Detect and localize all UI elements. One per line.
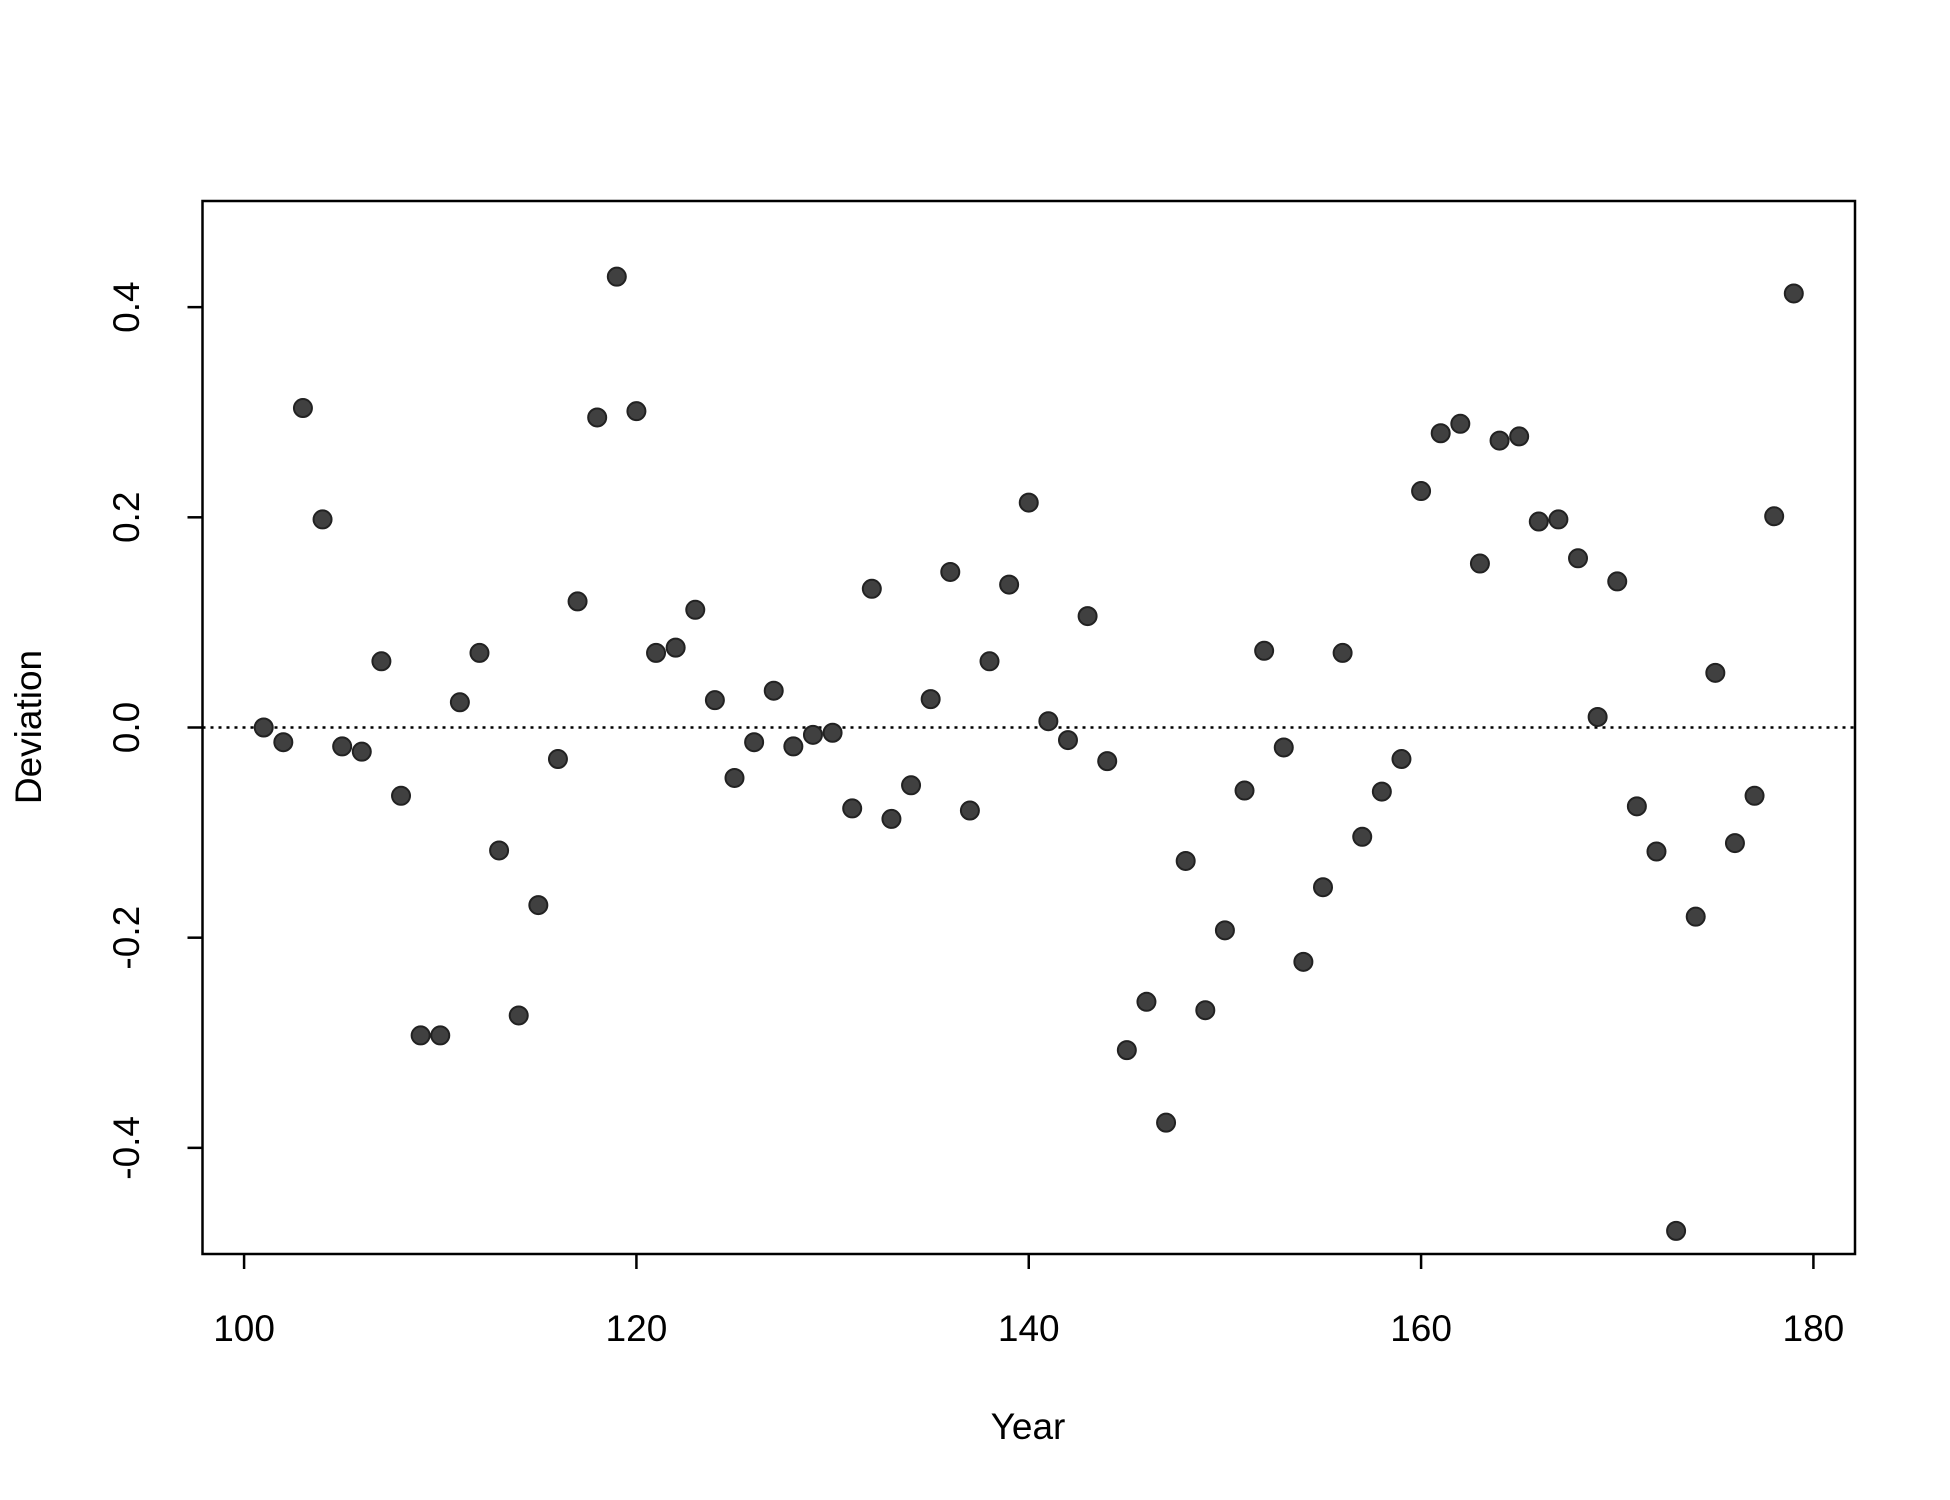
x-tick-label: 180	[1783, 1308, 1845, 1349]
point	[489, 840, 510, 861]
point	[351, 741, 372, 762]
point	[1705, 662, 1726, 683]
point	[1312, 877, 1333, 898]
point	[1646, 841, 1667, 862]
point	[1430, 423, 1451, 444]
x-axis-label: Year	[991, 1406, 1066, 1447]
point	[979, 651, 1000, 672]
point	[1587, 706, 1608, 727]
point	[1038, 711, 1059, 732]
point	[1116, 1040, 1137, 1061]
point	[1411, 481, 1432, 502]
point	[1548, 509, 1569, 530]
point	[528, 895, 549, 916]
point	[391, 785, 412, 806]
x-tick-label: 120	[606, 1308, 668, 1349]
point	[292, 398, 313, 419]
point	[920, 689, 941, 710]
y-tick-label: 0.2	[106, 492, 147, 543]
x-tick-label: 140	[998, 1308, 1060, 1349]
point	[665, 637, 686, 658]
point	[312, 509, 333, 530]
point	[508, 1005, 529, 1026]
point	[1450, 413, 1471, 434]
point	[1293, 951, 1314, 972]
point	[1077, 606, 1098, 627]
point	[724, 767, 745, 788]
point	[822, 722, 843, 743]
point	[1175, 850, 1196, 871]
point	[606, 266, 627, 287]
point	[449, 692, 470, 713]
point	[744, 732, 765, 753]
point	[1273, 737, 1294, 758]
point	[901, 775, 922, 796]
point	[1509, 426, 1530, 447]
y-axis-label: Deviation	[8, 650, 49, 804]
point	[1254, 640, 1275, 661]
point	[253, 717, 274, 738]
y-tick-label: -0.2	[106, 906, 147, 970]
point	[371, 651, 392, 672]
point	[1744, 785, 1765, 806]
point	[1136, 991, 1157, 1012]
point	[410, 1025, 431, 1046]
point	[763, 680, 784, 701]
point	[1371, 781, 1392, 802]
point	[626, 401, 647, 422]
point	[1156, 1112, 1177, 1133]
point	[940, 561, 961, 582]
point	[1057, 730, 1078, 751]
point	[704, 690, 725, 711]
point	[802, 724, 823, 745]
point	[430, 1025, 451, 1046]
point	[646, 642, 667, 663]
y-tick-label: 0.4	[106, 281, 147, 332]
point	[1528, 511, 1549, 532]
point	[1097, 751, 1118, 772]
point	[1685, 906, 1706, 927]
point	[1234, 780, 1255, 801]
point	[881, 808, 902, 829]
point	[783, 736, 804, 757]
point	[1391, 749, 1412, 770]
point	[469, 642, 490, 663]
point	[1626, 796, 1647, 817]
point	[842, 798, 863, 819]
point	[1469, 553, 1490, 574]
x-tick-label: 100	[213, 1308, 275, 1349]
point	[861, 578, 882, 599]
point	[587, 407, 608, 428]
point	[1332, 642, 1353, 663]
point	[999, 574, 1020, 595]
point	[1666, 1220, 1687, 1241]
point	[1724, 833, 1745, 854]
point	[1195, 1000, 1216, 1021]
point	[959, 800, 980, 821]
point	[567, 591, 588, 612]
point	[1764, 506, 1785, 527]
point	[1568, 548, 1589, 569]
point	[547, 749, 568, 770]
point	[1352, 826, 1373, 847]
point	[1783, 283, 1804, 304]
x-tick-label: 160	[1390, 1308, 1452, 1349]
point	[1489, 430, 1510, 451]
point	[273, 732, 294, 753]
point	[1214, 920, 1235, 941]
point	[1018, 492, 1039, 513]
y-tick-label: -0.4	[106, 1116, 147, 1180]
point	[1607, 571, 1628, 592]
y-tick-label: 0.0	[106, 702, 147, 753]
point	[685, 599, 706, 620]
point	[332, 736, 353, 757]
